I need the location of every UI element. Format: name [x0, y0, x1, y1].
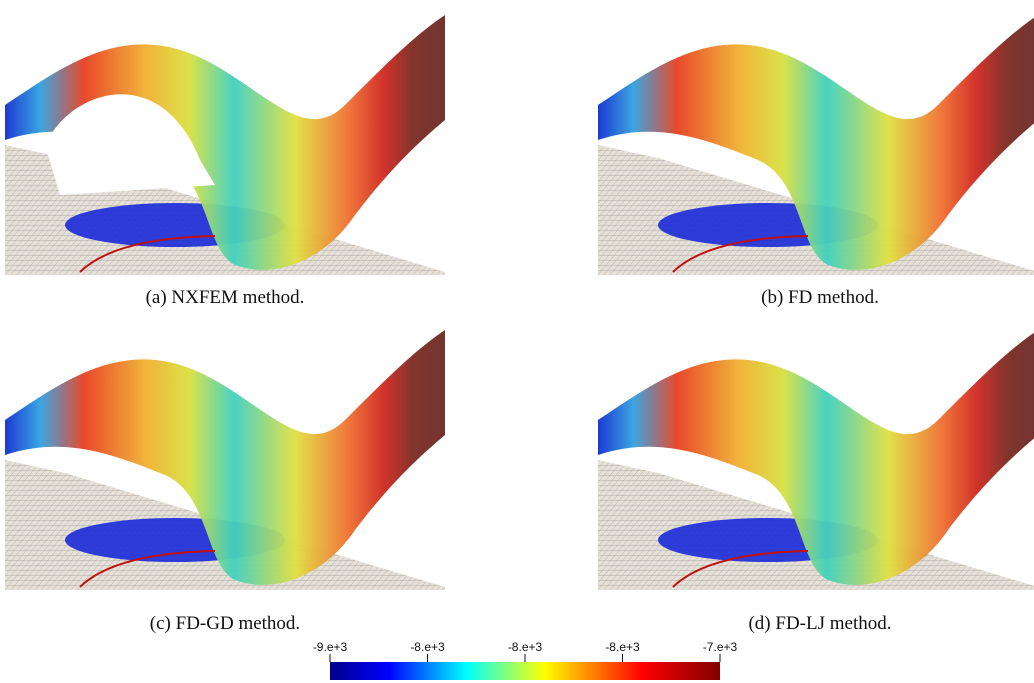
panel-d: [597, 329, 1034, 591]
caption: (b) FD method.: [761, 287, 879, 308]
panel-b: [597, 14, 1034, 276]
panel-c: [4, 329, 446, 591]
colorbar-label: -8.e+3: [605, 640, 640, 654]
colorbar-label: -8.e+3: [410, 640, 445, 654]
colorbar-label: -7.e+3: [703, 640, 738, 654]
caption: (a) NXFEM method.: [146, 287, 305, 308]
caption: (d) FD-LJ method.: [748, 613, 891, 634]
colorbar: -9.e+3 -8.e+3 -8.e+3 -8.e+3 -7.e+3: [313, 640, 738, 680]
caption: (c) FD-GD method.: [150, 613, 300, 634]
colorbar-label: -8.e+3: [508, 640, 543, 654]
panel-a: [4, 14, 446, 276]
colorbar-label: -9.e+3: [313, 640, 348, 654]
colorbar-gradient: [330, 662, 720, 680]
